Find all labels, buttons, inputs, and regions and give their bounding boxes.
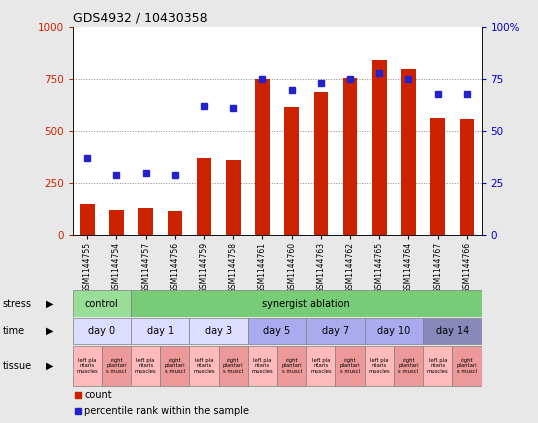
Text: right
plantari
s muscl: right plantari s muscl xyxy=(398,358,419,374)
Text: day 10: day 10 xyxy=(377,326,410,336)
Text: right
plantari
s muscl: right plantari s muscl xyxy=(165,358,185,374)
Bar xyxy=(189,346,218,386)
Bar xyxy=(248,346,277,386)
Bar xyxy=(131,318,189,344)
Bar xyxy=(226,160,240,235)
Text: ▶: ▶ xyxy=(46,299,53,308)
Text: left pla
ntaris
muscles: left pla ntaris muscles xyxy=(193,358,215,374)
Bar xyxy=(160,346,189,386)
Bar xyxy=(102,346,131,386)
Bar xyxy=(189,318,248,344)
Bar xyxy=(372,60,387,235)
Bar xyxy=(80,204,95,235)
Text: day 0: day 0 xyxy=(88,326,115,336)
Text: control: control xyxy=(85,299,119,308)
Bar xyxy=(255,80,270,235)
Bar xyxy=(365,346,394,386)
Bar xyxy=(218,346,248,386)
Text: left pla
ntaris
muscles: left pla ntaris muscles xyxy=(427,358,449,374)
Bar xyxy=(459,119,474,235)
Bar xyxy=(394,346,423,386)
Text: stress: stress xyxy=(3,299,32,308)
Bar xyxy=(285,107,299,235)
Text: ▶: ▶ xyxy=(46,361,53,371)
Text: right
plantari
s muscl: right plantari s muscl xyxy=(223,358,244,374)
Text: left pla
ntaris
muscles: left pla ntaris muscles xyxy=(76,358,98,374)
Bar xyxy=(131,346,160,386)
Bar xyxy=(109,210,124,235)
Bar xyxy=(73,318,131,344)
Bar xyxy=(343,78,357,235)
Text: time: time xyxy=(3,326,25,336)
Text: left pla
ntaris
muscles: left pla ntaris muscles xyxy=(369,358,390,374)
Bar xyxy=(423,346,452,386)
Text: right
plantari
s muscl: right plantari s muscl xyxy=(281,358,302,374)
Bar xyxy=(131,290,482,317)
Text: GDS4932 / 10430358: GDS4932 / 10430358 xyxy=(73,12,207,25)
Text: tissue: tissue xyxy=(3,361,32,371)
Bar xyxy=(365,318,423,344)
Text: synergist ablation: synergist ablation xyxy=(263,299,350,308)
Text: ▶: ▶ xyxy=(46,326,53,336)
Text: right
plantari
s muscl: right plantari s muscl xyxy=(340,358,360,374)
Text: day 1: day 1 xyxy=(147,326,174,336)
Bar xyxy=(430,118,445,235)
Bar xyxy=(73,346,102,386)
Text: day 14: day 14 xyxy=(436,326,469,336)
Bar xyxy=(197,158,211,235)
Bar xyxy=(138,208,153,235)
Bar xyxy=(336,346,365,386)
Bar xyxy=(423,318,482,344)
Bar xyxy=(248,318,306,344)
Text: right
plantari
s muscl: right plantari s muscl xyxy=(106,358,127,374)
Text: left pla
ntaris
muscles: left pla ntaris muscles xyxy=(135,358,157,374)
Text: right
plantari
s muscl: right plantari s muscl xyxy=(457,358,477,374)
Bar xyxy=(452,346,482,386)
Bar xyxy=(167,211,182,235)
Text: count: count xyxy=(84,390,112,400)
Text: day 3: day 3 xyxy=(205,326,232,336)
Bar xyxy=(73,290,131,317)
Text: left pla
ntaris
muscles: left pla ntaris muscles xyxy=(310,358,332,374)
Text: day 5: day 5 xyxy=(264,326,291,336)
Bar xyxy=(401,69,416,235)
Bar xyxy=(314,92,328,235)
Text: left pla
ntaris
muscles: left pla ntaris muscles xyxy=(252,358,273,374)
Text: day 7: day 7 xyxy=(322,326,349,336)
Text: percentile rank within the sample: percentile rank within the sample xyxy=(84,406,249,416)
Bar xyxy=(277,346,306,386)
Bar xyxy=(306,346,336,386)
Bar xyxy=(306,318,365,344)
